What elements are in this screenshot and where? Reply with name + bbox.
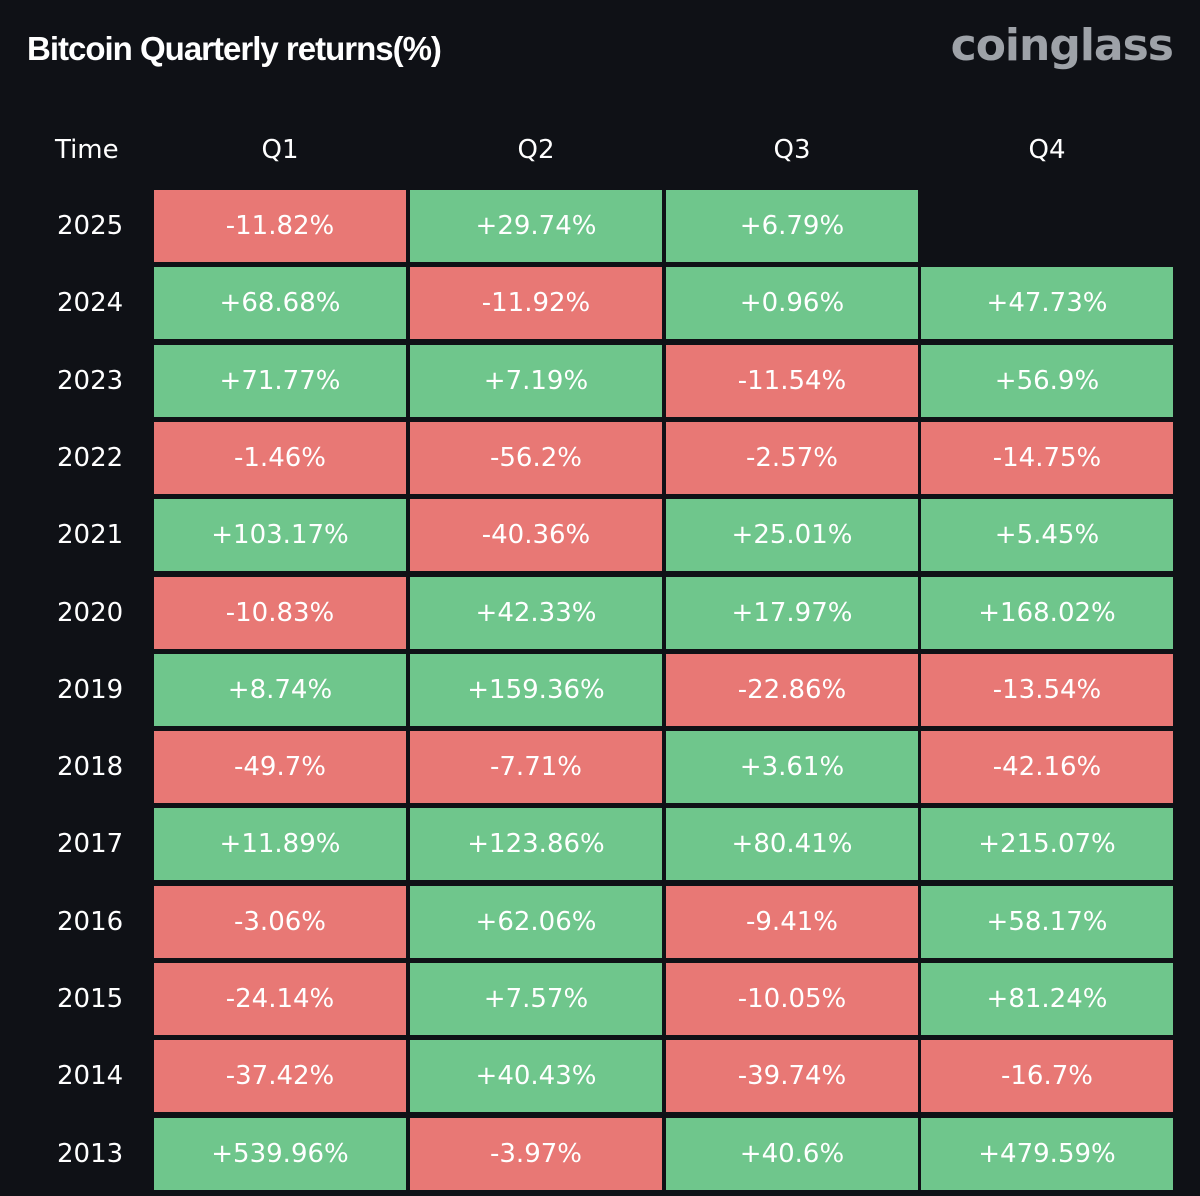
return-cell: +25.01% — [666, 499, 918, 571]
year-label: 2023 — [57, 366, 124, 396]
return-cell: -10.83% — [154, 577, 406, 649]
year-label: 2020 — [57, 598, 124, 628]
header-q1: Q1 — [261, 135, 299, 165]
return-cell: -3.97% — [410, 1118, 662, 1190]
return-cell: +6.79% — [666, 190, 918, 262]
return-cell: +479.59% — [921, 1118, 1173, 1190]
return-cell — [921, 190, 1173, 262]
header-q3: Q3 — [773, 135, 811, 165]
return-cell: +11.89% — [154, 808, 406, 880]
year-label: 2025 — [57, 211, 124, 241]
return-cell: +56.9% — [921, 345, 1173, 417]
return-cell: -42.16% — [921, 731, 1173, 803]
return-cell: -11.92% — [410, 267, 662, 339]
return-cell: -14.75% — [921, 422, 1173, 494]
return-cell: -3.06% — [154, 886, 406, 958]
return-cell: +71.77% — [154, 345, 406, 417]
return-cell: +80.41% — [666, 808, 918, 880]
return-cell: +7.57% — [410, 963, 662, 1035]
return-cell: -9.41% — [666, 886, 918, 958]
return-cell: -39.74% — [666, 1040, 918, 1112]
return-cell: -13.54% — [921, 654, 1173, 726]
header-time: Time — [55, 135, 119, 165]
year-label: 2022 — [57, 443, 124, 473]
return-cell: +159.36% — [410, 654, 662, 726]
return-cell: +103.17% — [154, 499, 406, 571]
year-label: 2021 — [57, 520, 124, 550]
return-cell: +168.02% — [921, 577, 1173, 649]
return-cell: -11.54% — [666, 345, 918, 417]
year-label: 2019 — [57, 675, 124, 705]
return-cell: +62.06% — [410, 886, 662, 958]
return-cell: -11.82% — [154, 190, 406, 262]
year-label: 2014 — [57, 1061, 124, 1091]
return-cell: -1.46% — [154, 422, 406, 494]
return-cell: +3.61% — [666, 731, 918, 803]
year-label: 2016 — [57, 907, 124, 937]
return-cell: -10.05% — [666, 963, 918, 1035]
return-cell: +539.96% — [154, 1118, 406, 1190]
return-cell: +58.17% — [921, 886, 1173, 958]
brand-logo: coinglass — [950, 20, 1174, 71]
header-q4: Q4 — [1028, 135, 1066, 165]
return-cell: +215.07% — [921, 808, 1173, 880]
header-q2: Q2 — [517, 135, 555, 165]
chart-title: Bitcoin Quarterly returns(%) — [27, 30, 442, 67]
return-cell: +8.74% — [154, 654, 406, 726]
year-label: 2013 — [57, 1139, 124, 1169]
return-cell: +17.97% — [666, 577, 918, 649]
return-cell: -40.36% — [410, 499, 662, 571]
year-label: 2017 — [57, 829, 124, 859]
return-cell: +68.68% — [154, 267, 406, 339]
year-label: 2015 — [57, 984, 124, 1014]
return-cell: -22.86% — [666, 654, 918, 726]
return-cell: -16.7% — [921, 1040, 1173, 1112]
return-cell: +5.45% — [921, 499, 1173, 571]
return-cell: -37.42% — [154, 1040, 406, 1112]
return-cell: +0.96% — [666, 267, 918, 339]
return-cell: -7.71% — [410, 731, 662, 803]
return-cell: -2.57% — [666, 422, 918, 494]
return-cell: +7.19% — [410, 345, 662, 417]
year-label: 2018 — [57, 752, 124, 782]
return-cell: +123.86% — [410, 808, 662, 880]
return-cell: +29.74% — [410, 190, 662, 262]
return-cell: -49.7% — [154, 731, 406, 803]
return-cell: +42.33% — [410, 577, 662, 649]
return-cell: +40.6% — [666, 1118, 918, 1190]
return-cell: -24.14% — [154, 963, 406, 1035]
return-cell: +81.24% — [921, 963, 1173, 1035]
return-cell: -56.2% — [410, 422, 662, 494]
return-cell: +47.73% — [921, 267, 1173, 339]
year-label: 2024 — [57, 288, 124, 318]
return-cell: +40.43% — [410, 1040, 662, 1112]
